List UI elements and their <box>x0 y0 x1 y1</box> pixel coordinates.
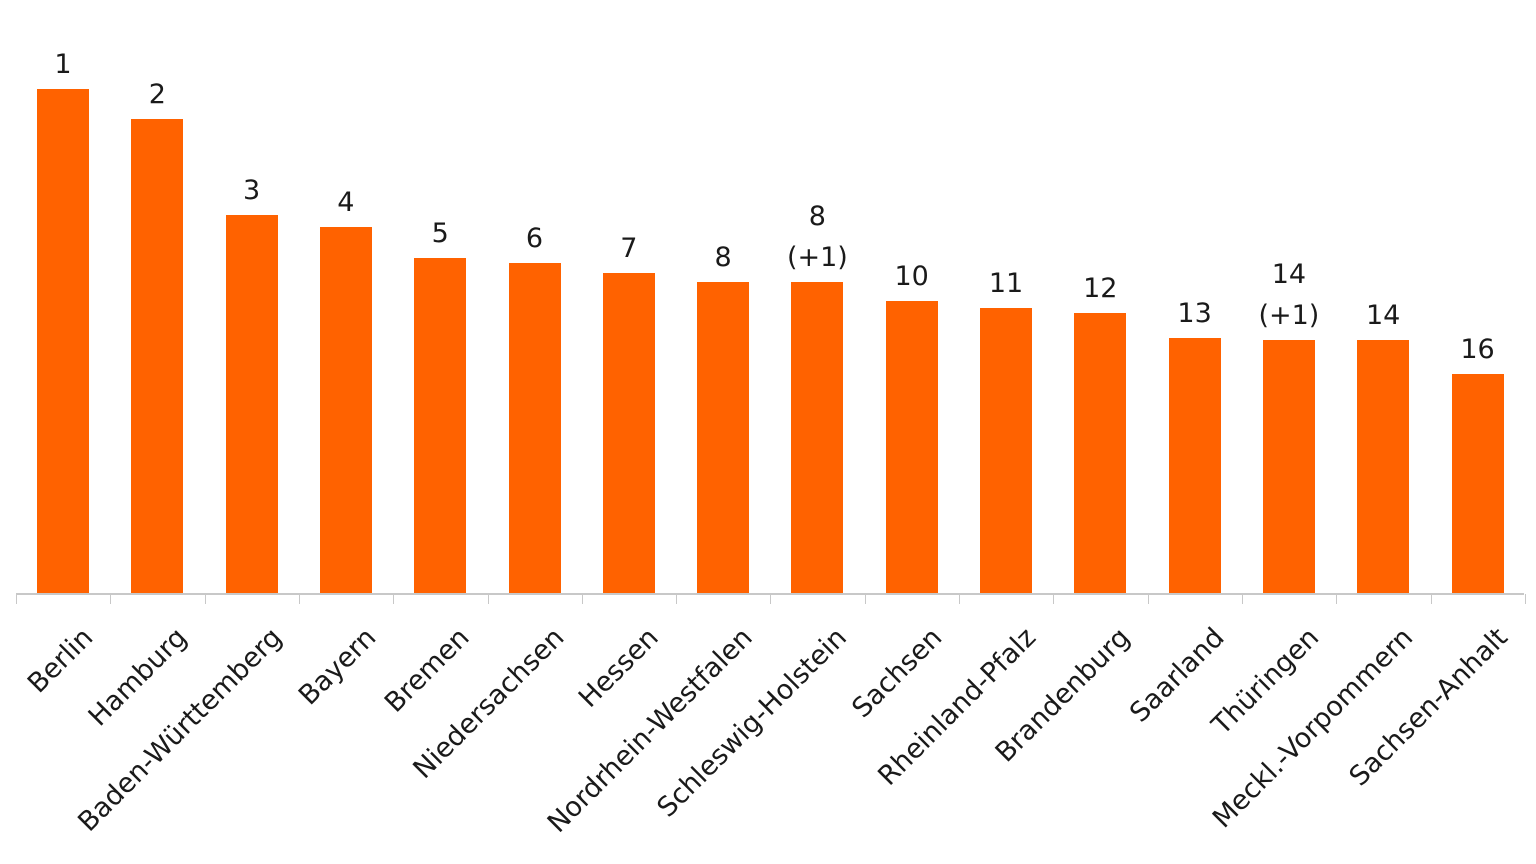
bar <box>697 282 750 593</box>
bar <box>1168 338 1221 593</box>
bar <box>980 308 1032 593</box>
x-axis-tick <box>1147 594 1149 604</box>
bar <box>885 301 938 593</box>
x-axis-tick <box>959 594 960 604</box>
x-axis-tick <box>16 594 17 604</box>
x-axis-tick <box>864 594 866 604</box>
rank-label: 7 <box>620 233 638 264</box>
rank-label: (+1) <box>1258 300 1320 331</box>
x-axis-label: Schleswig-Holstein <box>651 622 854 824</box>
x-axis-tick <box>770 594 772 604</box>
rank-label: 3 <box>243 175 261 206</box>
rank-label: 12 <box>1083 273 1118 304</box>
x-axis-tick <box>1336 594 1338 604</box>
x-axis-tick <box>110 594 112 604</box>
x-axis-line <box>16 593 1524 595</box>
x-axis-tick <box>1241 594 1243 604</box>
bar <box>1074 313 1127 593</box>
rank-label: (+1) <box>786 242 848 273</box>
rank-label: 2 <box>148 79 166 110</box>
x-axis-label: Bayern <box>292 622 383 712</box>
x-axis-label: Sachsen-Anhalt <box>1342 622 1514 793</box>
x-axis-tick <box>298 594 300 604</box>
x-axis-label: Berlin <box>21 622 100 700</box>
x-axis-label: Bremen <box>379 622 476 719</box>
rank-label: 14 <box>1366 300 1401 331</box>
bar <box>319 227 372 593</box>
x-axis-tick <box>1053 594 1055 604</box>
rank-label: 8 <box>714 242 732 273</box>
rank-label: 1 <box>54 49 72 80</box>
x-axis-tick <box>487 594 489 604</box>
bar <box>131 119 184 593</box>
x-axis-tick <box>393 594 395 604</box>
x-axis-tick <box>204 594 206 604</box>
bar <box>37 89 89 593</box>
x-axis-tick <box>581 594 583 604</box>
bar <box>225 215 278 593</box>
x-axis-tick <box>676 594 678 604</box>
rank-label: 5 <box>431 218 449 249</box>
rank-label: 6 <box>525 223 544 254</box>
rank-label: 13 <box>1177 298 1212 329</box>
x-axis-label: Rheinland-Pfalz <box>872 622 1043 792</box>
bar <box>602 273 655 593</box>
x-axis-label: Hessen <box>572 622 665 714</box>
rank-label: 16 <box>1460 334 1495 365</box>
bar <box>791 282 844 593</box>
bar <box>508 263 561 593</box>
rank-label: 8 <box>808 201 826 232</box>
bar <box>1451 374 1504 593</box>
rank-label: 10 <box>894 261 929 292</box>
rank-label: 4 <box>337 187 355 218</box>
bar <box>1262 340 1315 593</box>
bar <box>414 258 467 593</box>
x-axis-tick <box>1524 594 1526 604</box>
rank-label: 11 <box>988 268 1024 299</box>
x-axis-tick <box>1430 594 1432 604</box>
rank-label: 14 <box>1271 259 1307 290</box>
bar <box>1357 340 1410 593</box>
